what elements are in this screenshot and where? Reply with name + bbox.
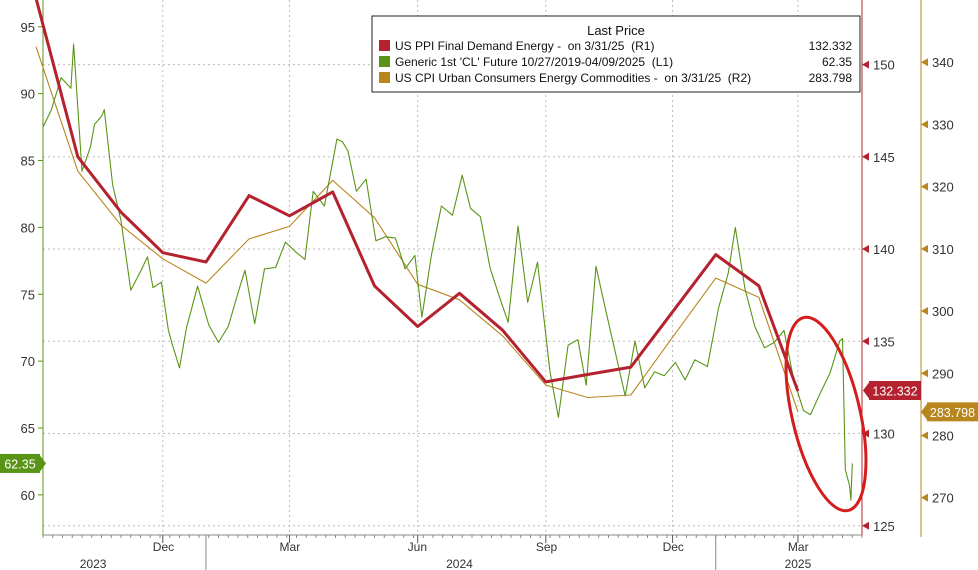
series-line-cl-future xyxy=(42,43,853,501)
right1-tick-label: 150 xyxy=(873,58,895,73)
right2-tick-mark xyxy=(921,369,928,378)
legend-value-ppi: 132.332 xyxy=(809,39,853,53)
right1-tick-mark xyxy=(862,521,869,530)
last-value-tag-label: 62.35 xyxy=(4,457,35,471)
right1-tick-label: 125 xyxy=(873,519,895,534)
last-value-tag-bg xyxy=(869,381,921,401)
left-tick-label: 70 xyxy=(21,354,35,369)
left-tick-label: 85 xyxy=(21,154,35,169)
series-layer xyxy=(34,0,853,501)
highlight-annotation xyxy=(784,315,868,513)
legend-swatch-cpi xyxy=(379,72,390,83)
legend-label-cl: Generic 1st 'CL' Future 10/27/2019-04/09… xyxy=(395,55,673,69)
x-axis: Dec Mar Jun Sep Dec Mar 2023 2024 2025 xyxy=(42,534,863,570)
legend: Last Price US PPI Final Demand Energy - … xyxy=(371,15,861,93)
left-tick-label: 90 xyxy=(21,87,35,102)
right2-tick-label: 280 xyxy=(932,428,954,443)
x-month-label: Jun xyxy=(408,540,427,554)
chart-grid xyxy=(43,0,862,535)
x-month-label: Sep xyxy=(536,540,558,554)
legend-swatch-ppi xyxy=(379,40,390,51)
right1-tick-label: 140 xyxy=(873,242,895,257)
right2-tick-label: 270 xyxy=(932,491,954,506)
right2-tick-label: 310 xyxy=(932,242,954,257)
legend-swatch-cl xyxy=(379,56,390,67)
right1-tick-mark xyxy=(862,245,869,254)
x-month-label: Dec xyxy=(153,540,174,554)
left-tick-label: 95 xyxy=(21,20,35,35)
right2-tick-label: 340 xyxy=(932,55,954,70)
right2-tick-mark xyxy=(921,493,928,502)
right-axis-cpi: 270 280 290 300 310 320 330 340 xyxy=(920,0,954,537)
last-value-tag-bg xyxy=(927,402,978,422)
right2-tick-label: 320 xyxy=(932,180,954,195)
legend-box xyxy=(371,15,861,93)
right-axis-ppi: 125 130 135 140 145 150 xyxy=(861,0,895,537)
left-tick-label: 65 xyxy=(21,421,35,436)
x-month-label: Dec xyxy=(663,540,684,554)
left-tick-label: 75 xyxy=(21,287,35,302)
legend-title: Last Price xyxy=(587,23,645,38)
right1-tick-label: 145 xyxy=(873,150,895,165)
last-value-tag-pointer xyxy=(921,403,927,420)
x-month-label: Mar xyxy=(788,540,809,554)
last-value-tag-label: 283.798 xyxy=(930,406,975,420)
right1-tick-label: 135 xyxy=(873,334,895,349)
right2-tick-label: 300 xyxy=(932,304,954,319)
right1-tick-mark xyxy=(862,152,869,161)
left-tick-label: 80 xyxy=(21,220,35,235)
series-line-ppi-energy xyxy=(34,0,800,392)
right1-tick-mark xyxy=(862,337,869,346)
last-value-tags: 62.35 132.332 283.798 xyxy=(0,381,978,473)
x-year-label: 2024 xyxy=(446,557,473,570)
right2-tick-label: 290 xyxy=(932,366,954,381)
legend-value-cpi: 283.798 xyxy=(809,71,853,85)
last-value-tag-bg xyxy=(0,453,40,473)
right1-tick-mark xyxy=(862,60,869,69)
x-year-label: 2023 xyxy=(80,557,107,570)
right2-tick-mark xyxy=(921,244,928,253)
last-value-tag-label: 132.332 xyxy=(872,385,917,399)
legend-value-cl: 62.35 xyxy=(822,55,852,69)
right2-tick-mark xyxy=(921,307,928,316)
right2-tick-label: 330 xyxy=(932,117,954,132)
right2-tick-mark xyxy=(921,120,928,129)
right2-tick-mark xyxy=(921,58,928,67)
left-tick-label: 60 xyxy=(21,488,35,503)
right2-tick-mark xyxy=(921,182,928,191)
highlight-ellipse xyxy=(784,315,868,513)
left-axis: 60 65 70 75 80 85 90 95 xyxy=(21,0,44,537)
x-month-label: Mar xyxy=(280,540,301,554)
last-value-tag-pointer xyxy=(863,382,869,399)
x-year-label: 2025 xyxy=(785,557,812,570)
legend-label-cpi: US CPI Urban Consumers Energy Commoditie… xyxy=(395,71,751,85)
last-value-tag-pointer xyxy=(40,455,46,472)
legend-label-ppi: US PPI Final Demand Energy - on 3/31/25 … xyxy=(395,39,654,53)
right1-tick-label: 130 xyxy=(873,427,895,442)
right2-tick-mark xyxy=(921,431,928,440)
